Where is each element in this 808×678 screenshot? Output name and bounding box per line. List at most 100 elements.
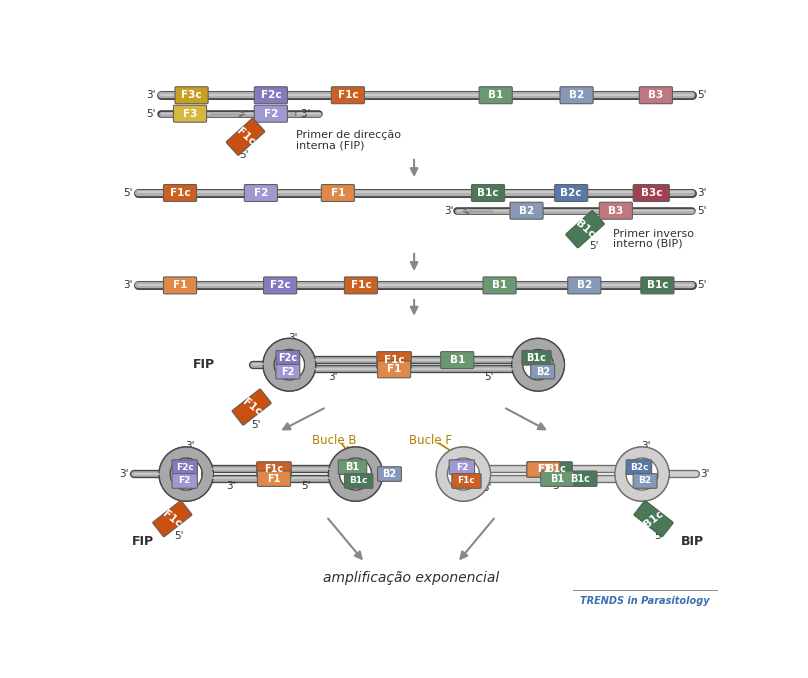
Text: B1c: B1c <box>546 464 566 475</box>
FancyBboxPatch shape <box>471 184 504 201</box>
FancyBboxPatch shape <box>172 460 197 475</box>
Text: Primer inverso: Primer inverso <box>612 228 694 239</box>
FancyBboxPatch shape <box>172 474 197 488</box>
Text: F1: F1 <box>173 281 187 290</box>
Text: FIP: FIP <box>132 536 154 549</box>
Text: interna (FIP): interna (FIP) <box>296 140 364 151</box>
FancyBboxPatch shape <box>452 474 481 488</box>
Text: F1c: F1c <box>234 126 256 147</box>
Text: 5': 5' <box>654 531 663 540</box>
FancyBboxPatch shape <box>522 351 551 365</box>
Text: F2: F2 <box>281 367 294 377</box>
Text: F1c: F1c <box>457 477 475 485</box>
FancyBboxPatch shape <box>531 364 554 379</box>
FancyBboxPatch shape <box>263 277 297 294</box>
Text: B3: B3 <box>608 205 624 216</box>
Text: 5': 5' <box>301 481 311 492</box>
Text: 3': 3' <box>641 441 650 452</box>
FancyBboxPatch shape <box>541 471 574 486</box>
Text: 3': 3' <box>185 441 195 452</box>
Text: BIP: BIP <box>681 536 705 549</box>
Text: 5': 5' <box>123 188 133 198</box>
Text: 3': 3' <box>700 469 709 479</box>
Polygon shape <box>165 452 208 496</box>
FancyBboxPatch shape <box>344 474 373 488</box>
FancyBboxPatch shape <box>527 462 560 477</box>
Polygon shape <box>442 452 485 496</box>
FancyBboxPatch shape <box>564 471 597 486</box>
Text: 3': 3' <box>288 333 298 343</box>
Text: Primer de direcção: Primer de direcção <box>296 130 401 140</box>
Text: TRENDS in Parasitology: TRENDS in Parasitology <box>580 596 710 605</box>
Polygon shape <box>334 452 377 496</box>
Text: interno (BIP): interno (BIP) <box>612 239 683 249</box>
Text: B1: B1 <box>488 90 503 100</box>
Text: F2c: F2c <box>270 281 290 290</box>
Text: 3': 3' <box>226 481 236 492</box>
Text: 5': 5' <box>697 205 707 216</box>
Text: B1c: B1c <box>478 188 499 198</box>
FancyBboxPatch shape <box>600 202 633 219</box>
Text: F1: F1 <box>330 188 345 198</box>
Text: 5': 5' <box>697 90 707 100</box>
FancyBboxPatch shape <box>377 466 402 481</box>
Text: F2c: F2c <box>278 353 297 363</box>
Text: → 3': → 3' <box>289 108 311 119</box>
FancyBboxPatch shape <box>633 474 657 488</box>
Text: F1: F1 <box>537 464 550 475</box>
FancyBboxPatch shape <box>377 361 410 378</box>
Text: amplificação exponencial: amplificação exponencial <box>323 571 499 585</box>
Text: B2: B2 <box>536 367 549 377</box>
Text: 3': 3' <box>123 281 133 290</box>
Text: 3': 3' <box>119 469 128 479</box>
FancyBboxPatch shape <box>339 460 367 475</box>
FancyBboxPatch shape <box>163 184 196 201</box>
Text: 3': 3' <box>552 481 562 492</box>
FancyBboxPatch shape <box>639 87 672 104</box>
Text: F2: F2 <box>254 188 268 198</box>
FancyBboxPatch shape <box>255 87 288 104</box>
FancyBboxPatch shape <box>626 460 651 475</box>
Text: 5': 5' <box>239 151 249 160</box>
FancyBboxPatch shape <box>258 471 291 486</box>
Text: B1c: B1c <box>574 218 596 240</box>
FancyBboxPatch shape <box>174 105 207 122</box>
Text: Bucle B: Bucle B <box>312 434 356 447</box>
Text: FIP: FIP <box>192 358 215 372</box>
Text: F1c: F1c <box>351 281 372 290</box>
FancyBboxPatch shape <box>634 500 673 537</box>
Text: B1c: B1c <box>570 474 591 483</box>
Text: F3: F3 <box>183 108 197 119</box>
FancyBboxPatch shape <box>641 277 674 294</box>
Text: B2: B2 <box>569 90 584 100</box>
Text: B2: B2 <box>638 477 652 485</box>
Text: B2c: B2c <box>561 188 582 198</box>
FancyBboxPatch shape <box>226 118 265 155</box>
Polygon shape <box>517 344 559 386</box>
Text: F2c: F2c <box>176 462 193 472</box>
Text: B2: B2 <box>519 205 534 216</box>
FancyBboxPatch shape <box>331 87 364 104</box>
Text: B1c: B1c <box>349 477 368 485</box>
Text: 5': 5' <box>174 531 183 540</box>
FancyBboxPatch shape <box>539 462 572 477</box>
FancyBboxPatch shape <box>527 462 560 477</box>
Text: B2c: B2c <box>629 462 648 472</box>
Text: F1c: F1c <box>241 397 263 418</box>
Text: B1c: B1c <box>646 281 668 290</box>
Text: F1: F1 <box>267 474 280 483</box>
Text: B3: B3 <box>648 90 663 100</box>
Text: 5': 5' <box>250 420 260 430</box>
Text: F3c: F3c <box>181 90 202 100</box>
Text: B2: B2 <box>577 281 592 290</box>
Text: 5': 5' <box>485 372 494 382</box>
Text: 3': 3' <box>697 188 707 198</box>
FancyBboxPatch shape <box>377 352 411 369</box>
Text: 5': 5' <box>697 281 707 290</box>
Text: 3': 3' <box>444 205 454 216</box>
Text: B3c: B3c <box>641 188 662 198</box>
FancyBboxPatch shape <box>560 87 593 104</box>
Text: B1: B1 <box>346 462 360 472</box>
FancyBboxPatch shape <box>449 460 474 475</box>
Text: B2: B2 <box>382 469 397 479</box>
